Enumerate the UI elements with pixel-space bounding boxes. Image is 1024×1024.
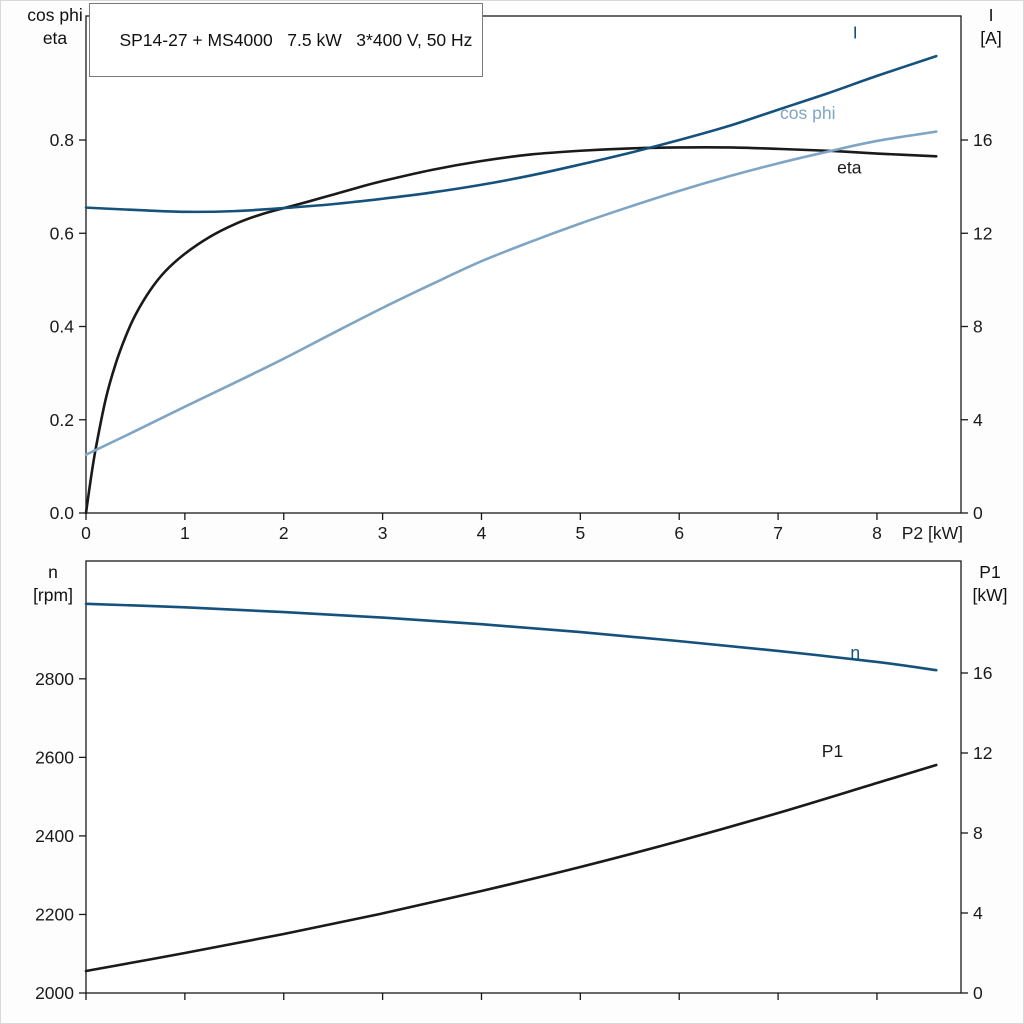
series-P1-label: P1 (822, 741, 843, 761)
lower-left-tick-label: 2800 (35, 669, 74, 689)
axis-header-kw-unit: [kW] (972, 585, 1008, 605)
lower-right-tick-label: 16 (973, 663, 992, 683)
upper-x-tick-label: 5 (575, 523, 585, 543)
lower-right-tick-label: 4 (973, 903, 983, 923)
series-I-curve (84, 54, 938, 214)
axis-header-current: I (988, 5, 994, 25)
lower-right-tick-label: 8 (973, 823, 983, 843)
axis-header-cosphi: cos phi (27, 5, 83, 25)
axis-header-p1: P1 (979, 562, 1001, 582)
upper-left-tick-label: 0.4 (50, 317, 75, 337)
series-cos-phi-label: cos phi (780, 103, 835, 123)
upper-right-tick-label: 0 (973, 503, 983, 523)
upper-right-tick-label: 8 (973, 317, 983, 337)
series-P1-curve (84, 763, 938, 973)
lower-right-tick-label: 12 (973, 743, 992, 763)
axis-header-ampere-unit: [A] (980, 28, 1002, 48)
upper-x-tick-label: 8 (872, 523, 882, 543)
upper-left-tick-label: 0.6 (50, 223, 74, 243)
upper-x-tick-label: 7 (773, 523, 783, 543)
series-eta-label: eta (837, 158, 862, 178)
axis-header-eta: eta (42, 28, 68, 48)
lower-left-tick-label: 2200 (35, 904, 74, 924)
series-cos-phi-curve (84, 130, 938, 457)
axis-header-rpm-unit: [rpm] (33, 585, 73, 605)
series-n-label: n (850, 642, 860, 662)
lower-right-axis-header: P1 [kW] (959, 561, 1021, 607)
upper-x-tick-label: 4 (477, 523, 487, 543)
upper-left-tick-label: 0.2 (50, 410, 74, 430)
lower-left-tick-label: 2400 (35, 826, 74, 846)
chart-title: SP14-27 + MS4000 7.5 kW 3*400 V, 50 Hz (119, 30, 473, 50)
series-n-curve (84, 602, 938, 672)
upper-x-tick-label: 6 (674, 523, 684, 543)
upper-plot-border (85, 15, 962, 514)
lower-right-tick-label: 0 (973, 983, 983, 1003)
upper-right-tick-label: 16 (973, 130, 992, 150)
upper-left-tick-label: 0.0 (50, 503, 75, 523)
upper-x-axis-label: P2 [kW] (902, 523, 963, 543)
lower-left-tick-label: 2600 (35, 747, 74, 767)
upper-x-tick-label: 0 (81, 523, 91, 543)
lower-plot-border (85, 560, 962, 994)
series-eta-curve (84, 146, 938, 515)
upper-right-tick-label: 12 (973, 223, 992, 243)
upper-left-tick-label: 0.8 (50, 130, 74, 150)
upper-right-axis-header: I [A] (961, 4, 1021, 50)
lower-left-tick-label: 2000 (35, 983, 74, 1003)
upper-x-tick-label: 2 (279, 523, 289, 543)
upper-x-tick-label: 3 (378, 523, 388, 543)
series-I-label: I (853, 23, 858, 43)
upper-left-axis-header: cos phi eta (17, 4, 93, 50)
chart-title-box: SP14-27 + MS4000 7.5 kW 3*400 V, 50 Hz (89, 3, 484, 77)
upper-x-tick-label: 1 (180, 523, 190, 543)
lower-left-axis-header: n [rpm] (15, 561, 91, 607)
axis-header-speed: n (48, 562, 58, 582)
upper-right-tick-label: 4 (973, 410, 983, 430)
